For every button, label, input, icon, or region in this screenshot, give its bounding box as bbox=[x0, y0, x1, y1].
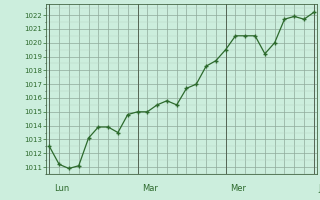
Text: Mar: Mar bbox=[142, 184, 158, 193]
Text: Mer: Mer bbox=[231, 184, 247, 193]
Text: Lun: Lun bbox=[54, 184, 69, 193]
Text: Jeu: Jeu bbox=[319, 184, 320, 193]
